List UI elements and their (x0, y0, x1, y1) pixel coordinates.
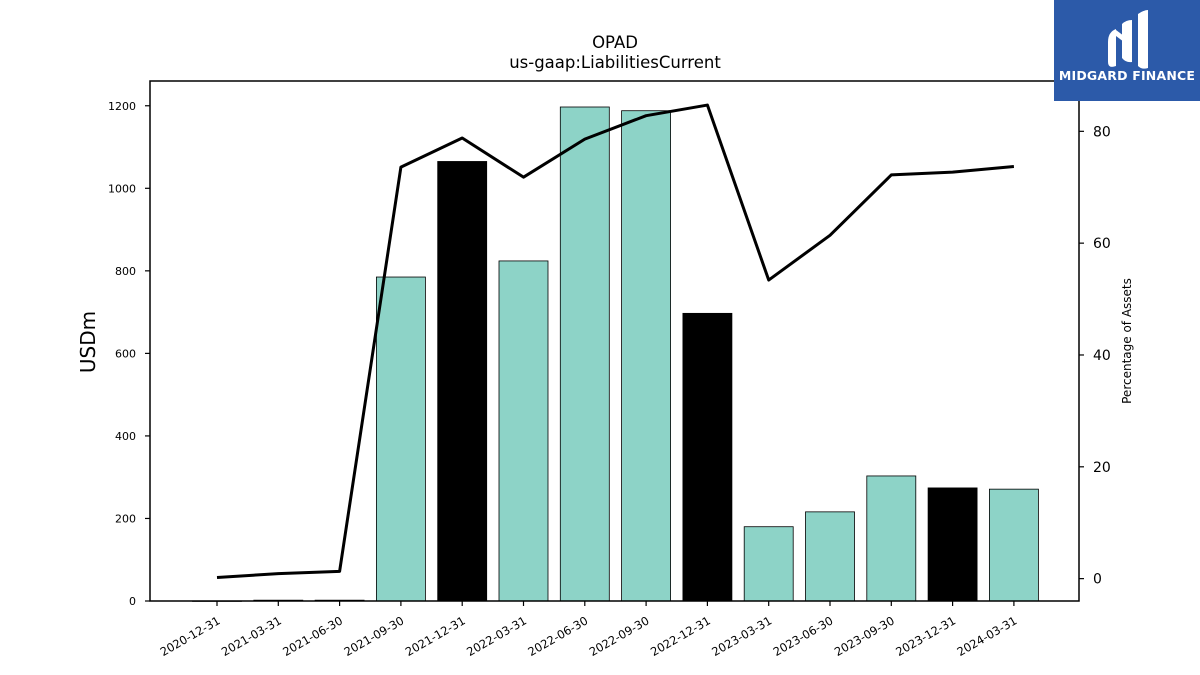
x-tick-label: 2021-03-31 (219, 613, 284, 659)
bar (743, 526, 794, 602)
bar (805, 511, 855, 602)
bar (866, 475, 917, 602)
y-axis-label: USDm (76, 311, 100, 373)
bar (989, 488, 1039, 602)
x-tick-label: 2024-03-31 (955, 613, 1020, 659)
y-tick-label: 1000 (108, 182, 136, 195)
bar-series (192, 106, 1039, 602)
x-tick-label: 2023-12-31 (893, 613, 958, 659)
x-tick-label: 2022-12-31 (648, 613, 713, 659)
y2-axis-label: Percentage of Assets (1120, 278, 1134, 404)
y2-tick-label: 20 (1093, 460, 1111, 476)
brand-logo: MIDGARD FINANCE (1054, 0, 1200, 101)
x-tick-label: 2021-09-30 (342, 613, 407, 659)
series-line (216, 103, 1015, 580)
bar (498, 260, 549, 602)
y-tick-label: 600 (115, 347, 136, 360)
midgard-m-icon (1108, 10, 1148, 69)
y2-axis: 0 20 40 60 80 (1079, 124, 1111, 588)
x-axis: 2020-12-312021-03-312021-06-302021-09-30… (158, 601, 1020, 659)
y-tick-label: 800 (115, 265, 136, 278)
x-tick-label: 2023-06-30 (771, 613, 836, 659)
y-tick-label: 0 (129, 595, 136, 608)
bar (375, 276, 426, 602)
x-tick-label: 2022-06-30 (525, 613, 590, 659)
x-tick-label: 2021-06-30 (280, 613, 345, 659)
x-tick-label: 2023-09-30 (832, 613, 897, 659)
x-tick-label: 2021-12-31 (403, 613, 468, 659)
y-tick-label: 1200 (108, 100, 136, 113)
y2-tick-label: 40 (1093, 348, 1111, 364)
bar (927, 487, 978, 602)
brand-name: MIDGARD FINANCE (1058, 68, 1196, 83)
bar (682, 312, 733, 602)
chart-subtitle: us-gaap:LiabilitiesCurrent (509, 53, 721, 72)
x-tick-label: 2022-03-31 (464, 613, 529, 659)
bar (559, 106, 610, 602)
x-tick-label: 2022-09-30 (587, 613, 652, 659)
y-tick-label: 400 (115, 430, 136, 443)
y-tick-label: 200 (115, 512, 136, 525)
plot-frame (149, 80, 1080, 602)
y2-tick-label: 60 (1093, 236, 1111, 252)
x-tick-label: 2023-03-31 (709, 613, 774, 659)
bar (437, 161, 488, 602)
bar (621, 110, 671, 602)
x-tick-label: 2020-12-31 (158, 613, 223, 659)
y2-tick-label: 0 (1093, 572, 1102, 588)
y2-tick-label: 80 (1093, 124, 1111, 140)
line-series (216, 103, 1015, 580)
y-axis: 0 200 400 600 800 1000 1200 (108, 100, 150, 608)
chart-title: OPAD (592, 33, 638, 52)
